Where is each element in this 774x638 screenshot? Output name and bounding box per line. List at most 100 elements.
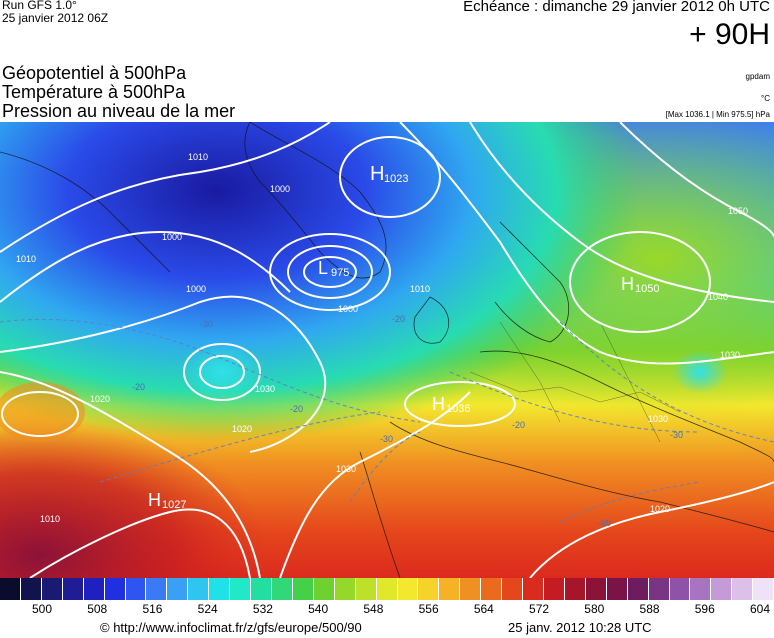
color-swatch [585, 578, 607, 600]
field-pressure: Pression au niveau de la mer [2, 101, 236, 121]
color-swatch [83, 578, 105, 600]
color-swatch [523, 578, 544, 600]
color-swatch [690, 578, 712, 600]
color-swatch [313, 578, 335, 600]
isobar-label: 1010 [16, 254, 36, 264]
color-swatch [543, 578, 565, 600]
unit-pressure-range: [Max 1036.1 | Min 975.5] hPa [665, 110, 770, 119]
color-scale-tick: 596 [694, 602, 715, 616]
color-scale-tick: 572 [529, 602, 550, 616]
isobar-label: 1020 [232, 424, 252, 434]
credit-url: © http://www.infoclimat.fr/z/gfs/europe/… [100, 620, 362, 635]
isobar-label: 1020 [650, 504, 670, 514]
color-swatch [104, 578, 126, 600]
color-swatch [0, 578, 21, 600]
color-swatch [188, 578, 210, 600]
color-swatch [125, 578, 147, 600]
isobar-label: 1010 [188, 152, 208, 162]
isotherm-label: -20 [598, 518, 611, 528]
color-swatch [481, 578, 503, 600]
color-scale-tick: 516 [142, 602, 163, 616]
color-swatch [146, 578, 168, 600]
pressure-center-h1: H [370, 163, 384, 185]
color-swatch [62, 578, 84, 600]
isotherm-label: -20 [392, 314, 405, 324]
isobars [0, 122, 774, 578]
color-swatch [230, 578, 252, 600]
color-scale-ticks: 500 508 516 524 532 540 548 556 564 572 580 588 596 6… [0, 602, 774, 618]
color-swatch [460, 578, 482, 600]
isobar-label: 1000 [270, 184, 290, 194]
pressure-center-labels: H 1023 L 975 H 1050 H 1036 H 1027 [148, 163, 659, 511]
pressure-center-l: L [318, 258, 328, 278]
temperature-isotherms [0, 318, 774, 523]
isotherm-label: -30 [200, 319, 213, 329]
color-swatch [167, 578, 189, 600]
color-swatch [20, 578, 42, 600]
color-swatch [606, 578, 628, 600]
isotherm-labels: -30 -20 -20 -20 -30 -20 -30 -20 [132, 314, 683, 528]
field-geopotential: Géopotentiel à 500hPa [2, 63, 187, 83]
color-scale [0, 578, 774, 600]
pressure-center-h4-value: 1027 [162, 499, 186, 511]
isotherm-label: -20 [132, 382, 145, 392]
color-scale-tick: 508 [87, 602, 108, 616]
isobar-label: 1000 [162, 232, 182, 242]
color-swatch [418, 578, 440, 600]
color-swatch [732, 578, 754, 600]
pressure-center-h2: H [621, 274, 634, 294]
isobar-label: 1010 [40, 514, 60, 524]
color-scale-tick: 556 [418, 602, 439, 616]
isotherm-label: -20 [290, 404, 303, 414]
pressure-center-h4: H [148, 490, 161, 510]
color-swatch [292, 578, 314, 600]
color-scale-tick: 532 [252, 602, 273, 616]
isobar-label: 1030 [648, 414, 668, 424]
isobar-label: 1000 [338, 304, 358, 314]
isotherm-label: -20 [512, 420, 525, 430]
isobar-labels: 1010 1000 1000 1010 1000 1000 1010 1020 … [16, 152, 748, 524]
color-swatch [355, 578, 377, 600]
pressure-center-h1-value: 1023 [384, 173, 408, 185]
isobar-label: 1000 [186, 284, 206, 294]
color-swatch [271, 578, 293, 600]
color-scale-tick: 564 [473, 602, 494, 616]
pressure-center-h3: H [432, 394, 445, 414]
color-scale-tick: 588 [639, 602, 660, 616]
color-swatch [439, 578, 461, 600]
color-swatch [648, 578, 670, 600]
color-scale-tick: 548 [363, 602, 384, 616]
forecast-lead-time: + 90H [689, 18, 770, 51]
color-swatch [209, 578, 231, 600]
color-swatch [669, 578, 691, 600]
unit-geopotential: gpdam [745, 72, 770, 81]
color-scale-tick: 500 [31, 602, 53, 616]
isobar-label: 1030 [255, 384, 275, 394]
field-temperature: Température à 500hPa [2, 82, 186, 102]
color-swatch [711, 578, 733, 600]
color-swatch [41, 578, 63, 600]
color-scale-tick: 540 [308, 602, 329, 616]
unit-temperature: °C [761, 94, 770, 103]
color-swatch [251, 578, 272, 600]
pressure-center-l-value: 975 [331, 267, 349, 279]
generated-timestamp: 25 janv. 2012 10:28 UTC [508, 620, 652, 635]
isobar-label: 1030 [720, 350, 740, 360]
color-scale-tick: 604 [749, 602, 771, 616]
coastlines [0, 122, 774, 578]
color-swatch [627, 578, 649, 600]
isobar-label: 1030 [336, 464, 356, 474]
isobar-label: 1020 [90, 394, 110, 404]
isobar-label: 1010 [410, 284, 430, 294]
isotherm-label: -30 [380, 434, 393, 444]
forecast-valid-time: Echéance : dimanche 29 janvier 2012 0h U… [463, 0, 770, 15]
isotherm-label: -30 [670, 430, 683, 440]
pressure-center-h2-value: 1050 [635, 283, 659, 295]
color-swatch [502, 578, 524, 600]
color-scale-tick: 524 [197, 602, 218, 616]
isobar-label: 1050 [728, 206, 748, 216]
run-label: Run GFS 1.0° [2, 0, 77, 12]
forecast-map: H 1023 L 975 H 1050 H 1036 H 1027 1010 1… [0, 122, 774, 578]
color-scale-tick: 580 [584, 602, 605, 616]
color-swatch [753, 578, 774, 600]
